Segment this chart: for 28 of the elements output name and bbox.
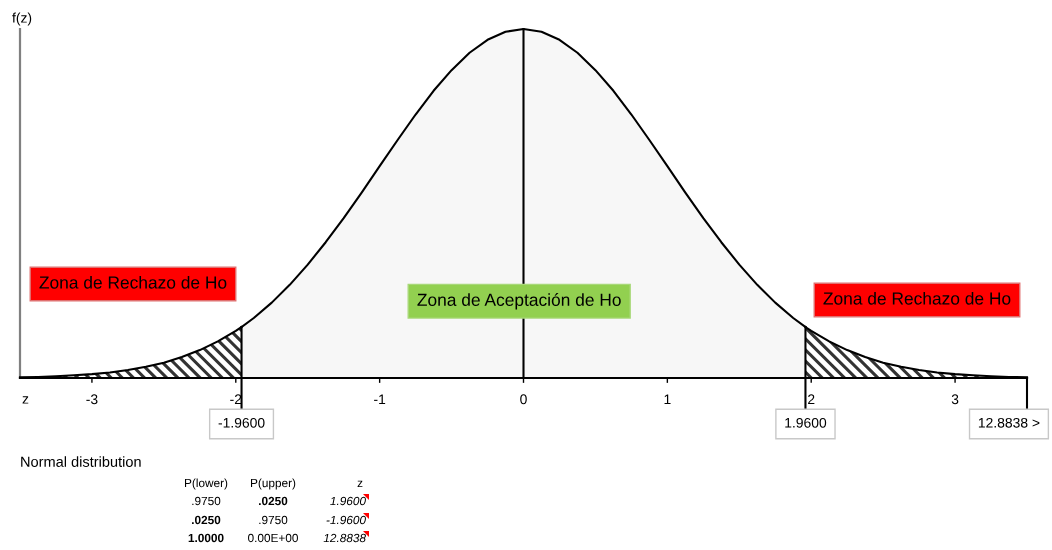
text: 12.8838 > xyxy=(978,417,1040,428)
x-tick-label: 3 xyxy=(951,394,959,405)
y-axis-title: f(z) xyxy=(12,12,32,26)
text: .0250 xyxy=(192,515,221,525)
text: P(lower) xyxy=(185,478,228,490)
x-tick-label: 0 xyxy=(520,394,527,405)
x-tick-label: 2 xyxy=(808,394,815,405)
text: z xyxy=(357,480,363,488)
ref-line-label: -1.9600 xyxy=(218,417,265,428)
text: .9750 xyxy=(259,515,288,525)
x-tick-label: -2 xyxy=(230,394,242,405)
text: .9750 xyxy=(192,496,221,506)
text: -1.9600 xyxy=(326,515,366,525)
annotation: Zona de Aceptación de Ho xyxy=(417,293,621,310)
annotation: Zona de Rechazo de Ho xyxy=(823,291,1011,305)
text: P(upper) xyxy=(251,478,296,490)
text: 12.8838 xyxy=(323,533,366,543)
ref-line-label: 1.9600 xyxy=(785,417,827,428)
x-tick-label: -1 xyxy=(374,394,386,405)
x-axis-title: z xyxy=(22,396,29,404)
text: 1.0000 xyxy=(188,533,224,543)
x-tick-label: -3 xyxy=(86,394,98,405)
text: Normal distribution xyxy=(21,456,141,467)
text: 1.9600 xyxy=(330,496,366,506)
x-tick-label: 1 xyxy=(664,394,671,405)
annotation: Zona de Rechazo de Ho xyxy=(39,275,227,289)
text: .0250 xyxy=(259,496,288,506)
text: 0.00E+00 xyxy=(248,533,298,543)
